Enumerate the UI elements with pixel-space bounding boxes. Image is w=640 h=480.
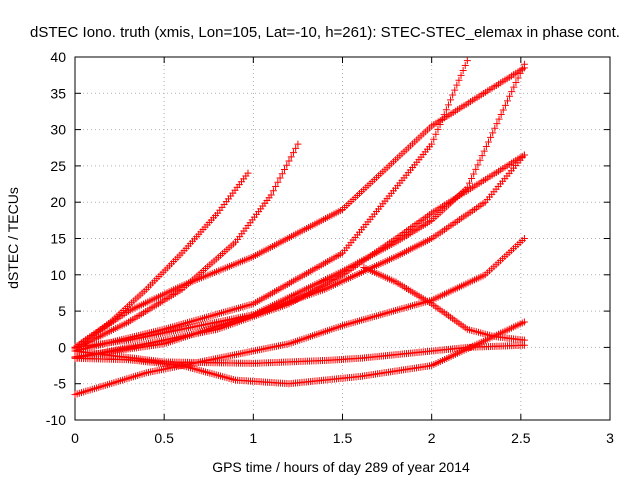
data-point	[274, 178, 282, 186]
x-tick-label: 1.5	[333, 430, 353, 446]
x-tick-label: 0	[71, 430, 79, 446]
data-point	[520, 336, 528, 344]
data-point	[430, 135, 438, 143]
y-tick-label: -5	[54, 376, 67, 392]
data-point	[434, 125, 442, 133]
data-point	[244, 169, 252, 177]
y-tick-label: 35	[50, 85, 66, 101]
data-point	[520, 151, 528, 159]
data-point	[457, 71, 465, 79]
data-point	[470, 170, 478, 178]
x-tick-label: 2	[428, 430, 436, 446]
data-point	[516, 69, 524, 77]
data-point	[289, 149, 297, 157]
data-point	[474, 161, 482, 169]
series-2	[71, 140, 302, 353]
data-point	[503, 97, 511, 105]
y-axis-label: dSTEC / TECUs	[5, 187, 21, 289]
data-point	[495, 115, 503, 123]
data-point	[501, 101, 509, 109]
data-point	[508, 88, 516, 96]
data-point	[491, 124, 499, 132]
data-point	[465, 179, 473, 187]
data-point	[432, 130, 440, 138]
x-tick-labels: 0 0.5 1 1.5 2 2.5 3	[71, 430, 614, 446]
data-point	[499, 106, 507, 114]
data-point	[455, 76, 463, 84]
data-point	[459, 66, 467, 74]
data-point	[487, 133, 495, 141]
data-point	[484, 138, 492, 146]
data-point	[447, 96, 455, 104]
x-tick-label: 2.5	[511, 430, 531, 446]
data-point	[480, 147, 488, 155]
y-tick-label: 10	[50, 267, 66, 283]
y-tick-label: 40	[50, 49, 66, 65]
data-point	[294, 140, 302, 148]
series-8	[71, 235, 528, 399]
axes	[74, 56, 611, 421]
x-axis-label: GPS time / hours of day 289 of year 2014	[212, 459, 470, 475]
data-point	[514, 74, 522, 82]
data-point	[493, 120, 501, 128]
data-point	[442, 106, 450, 114]
data-point	[444, 101, 452, 109]
data-point	[449, 91, 457, 99]
data-point	[276, 174, 284, 182]
data-point	[292, 144, 300, 152]
series-11	[71, 151, 528, 351]
y-tick-label: 25	[50, 158, 66, 174]
data-point	[287, 153, 295, 161]
data-point	[285, 157, 293, 165]
data-point	[278, 170, 286, 178]
y-tick-label: 15	[50, 231, 66, 247]
data-point	[428, 140, 436, 148]
data-point	[463, 57, 471, 65]
y-tick-label: 5	[58, 303, 66, 319]
data-point	[489, 129, 497, 137]
y-tick-label: 20	[50, 194, 66, 210]
x-tick-label: 3	[606, 430, 614, 446]
data-point	[520, 235, 528, 242]
data-point	[512, 79, 520, 87]
data-point	[497, 111, 505, 119]
data-point	[272, 182, 280, 190]
x-tick-label: 1	[249, 430, 257, 446]
y-tick-label: 30	[50, 122, 66, 138]
data-point	[453, 81, 461, 89]
data-point	[506, 92, 514, 100]
data-point	[472, 165, 480, 173]
data-point	[510, 83, 518, 91]
y-tick-label: -10	[46, 412, 66, 428]
data-point	[283, 161, 291, 169]
grid	[75, 57, 610, 420]
data-points	[71, 57, 528, 399]
data-point	[281, 166, 289, 174]
data-point	[520, 318, 528, 326]
data-point	[269, 187, 277, 195]
data-point	[482, 143, 490, 151]
data-point	[520, 60, 528, 68]
y-tick-label: 0	[58, 339, 66, 355]
data-point	[267, 191, 275, 199]
data-point	[478, 152, 486, 160]
data-point	[461, 62, 469, 70]
series-4	[71, 64, 528, 351]
x-tick-label: 0.5	[154, 430, 174, 446]
series-9	[71, 318, 528, 388]
data-point	[476, 156, 484, 164]
data-point	[468, 175, 476, 183]
chart-title: dSTEC Iono. truth (xmis, Lon=105, Lat=-1…	[30, 24, 620, 41]
data-point	[451, 86, 459, 94]
data-point	[518, 65, 526, 73]
y-tick-labels: -10 -5 0 5 10 15 20 25 30 35 40	[46, 49, 66, 428]
